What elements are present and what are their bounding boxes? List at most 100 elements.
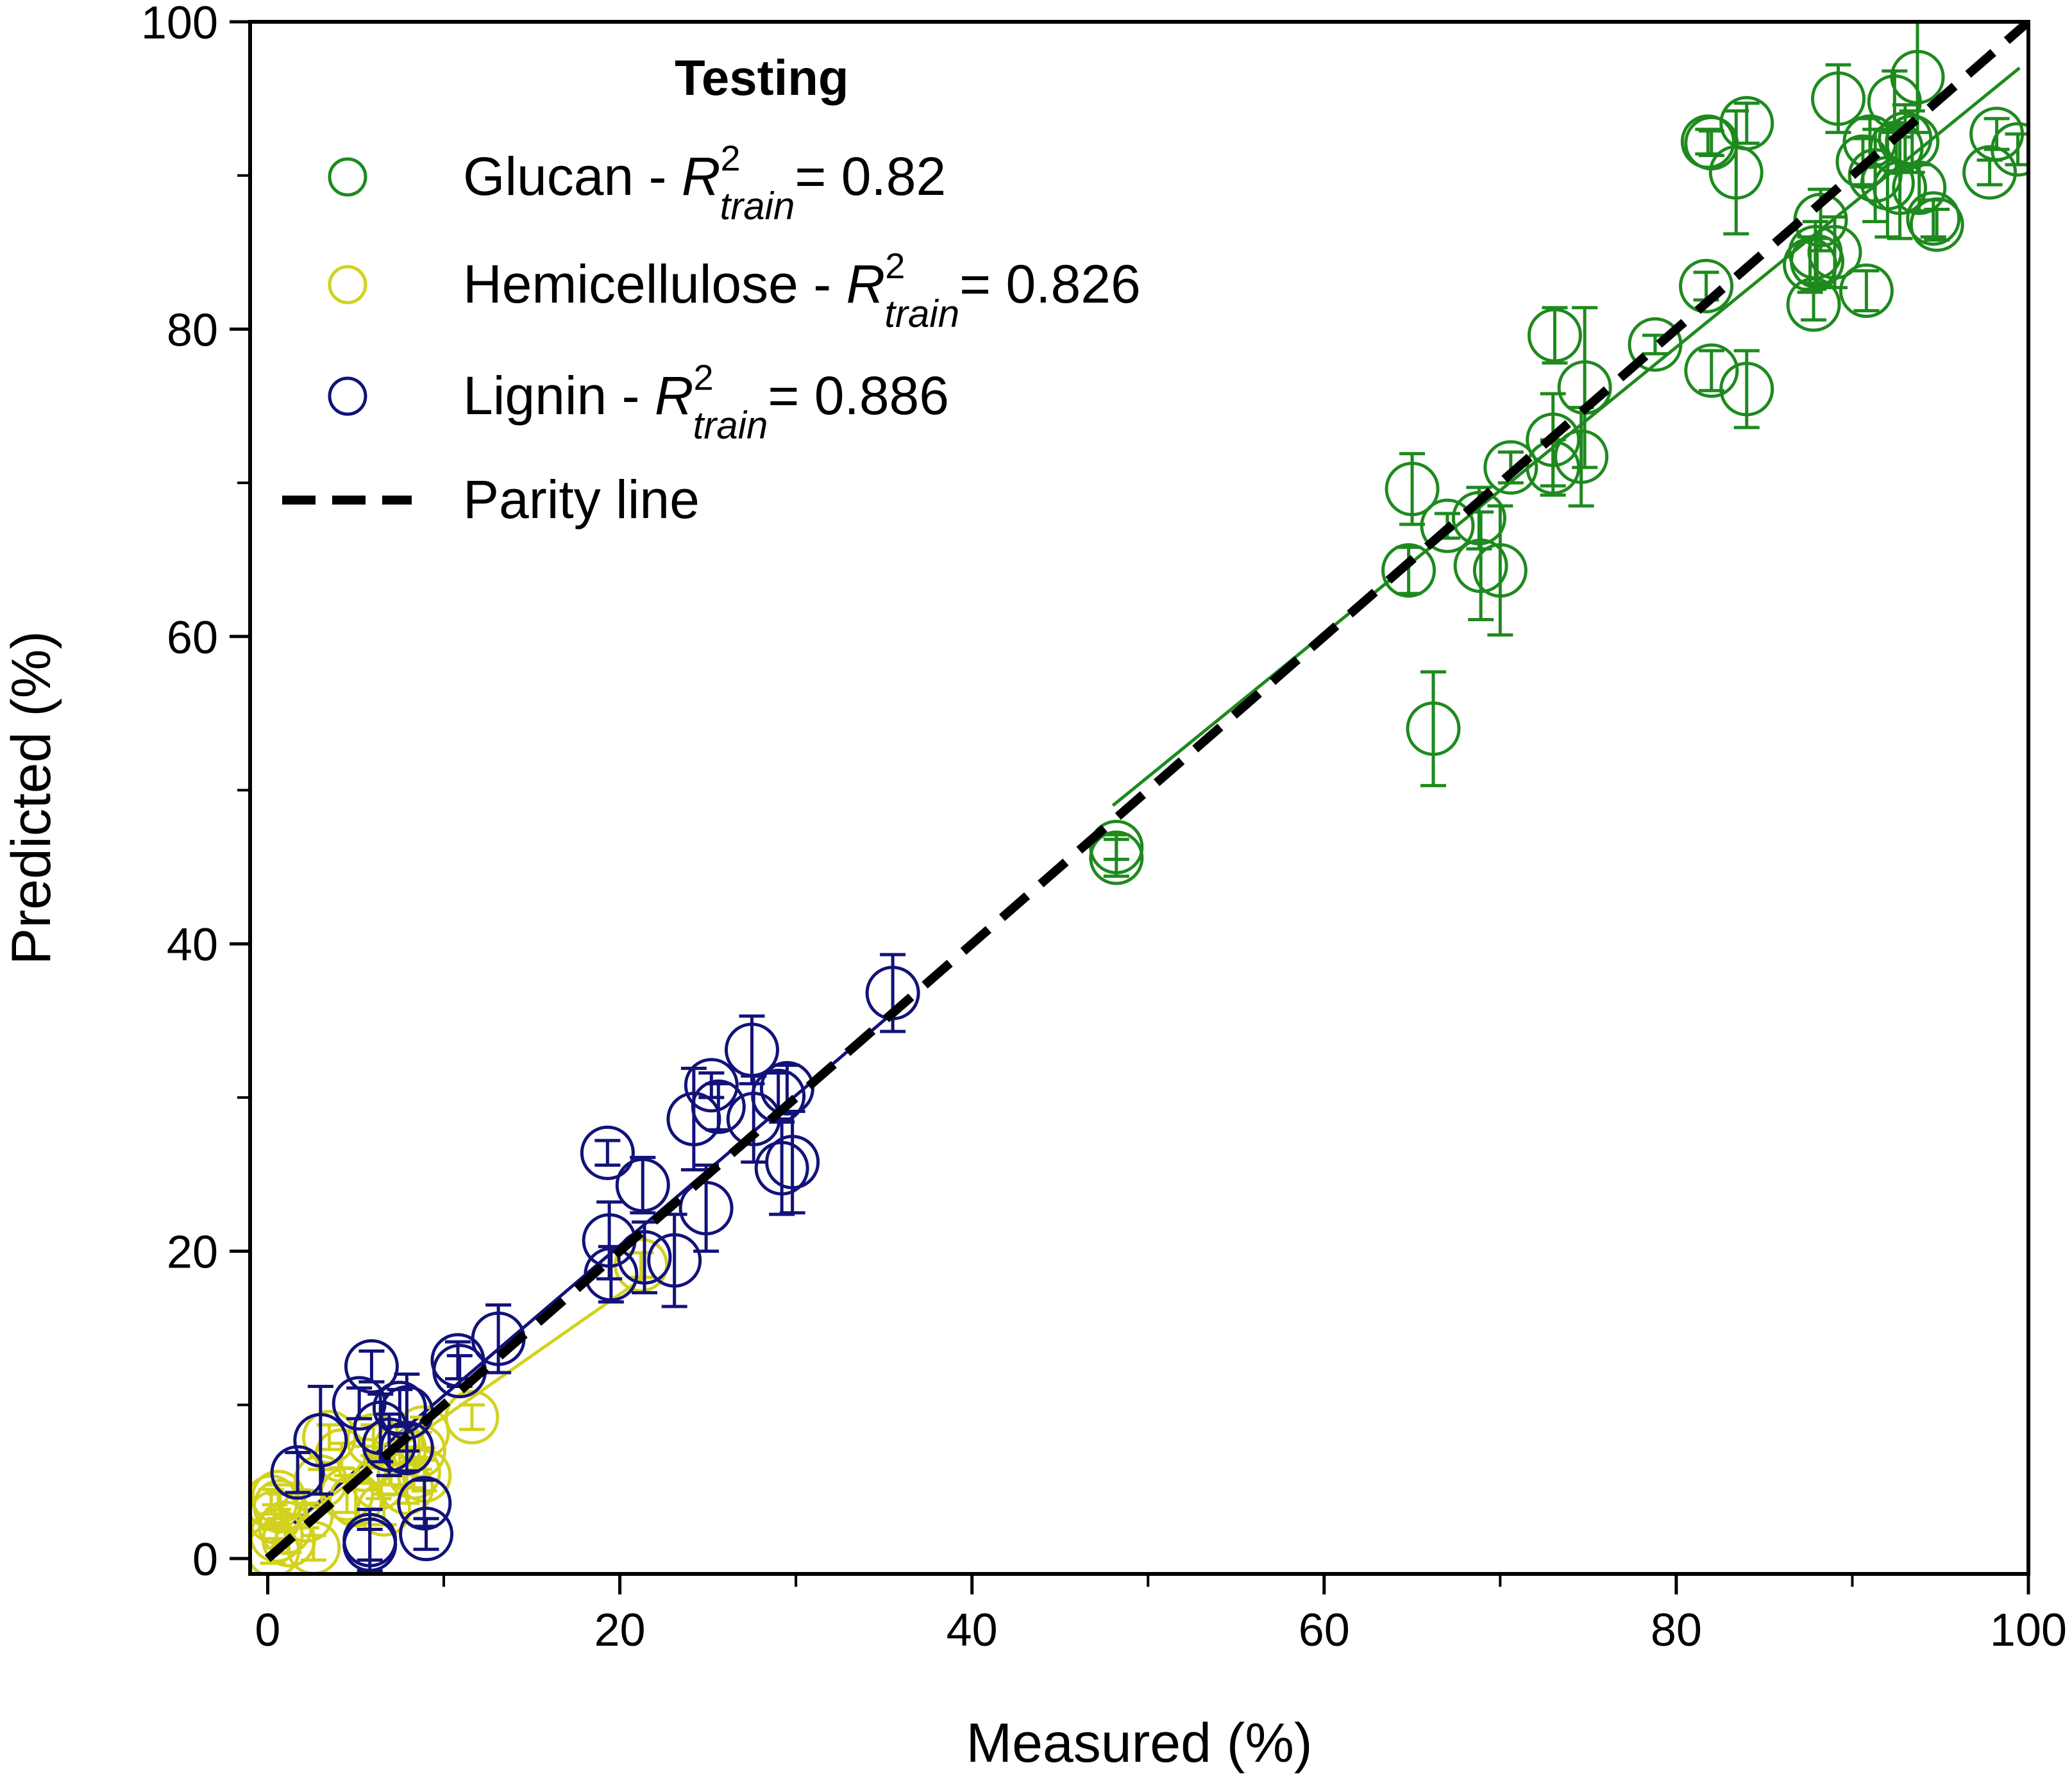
glucan-marker xyxy=(1483,440,1538,495)
lignin-point xyxy=(399,1507,454,1562)
glucan-marker xyxy=(1892,160,1947,215)
glucan-point xyxy=(1684,343,1739,398)
glucan-point xyxy=(1385,452,1440,526)
x-tick-label: 0 xyxy=(255,1605,280,1656)
lignin-marker xyxy=(754,1141,809,1196)
x-tick-label: 20 xyxy=(594,1605,646,1656)
glucan-marker xyxy=(1885,114,1940,169)
glucan-marker xyxy=(1991,122,2028,177)
glucan-point xyxy=(1406,670,1461,787)
x-tick-label: 100 xyxy=(1990,1605,2067,1656)
plot-area xyxy=(250,22,2028,1574)
glucan-point xyxy=(1807,215,1862,290)
lignin-marker xyxy=(684,1058,739,1113)
legend-marker xyxy=(328,157,367,197)
lignin-marker xyxy=(344,1339,399,1394)
legend-marker xyxy=(328,376,367,416)
glucan-marker xyxy=(1453,539,1508,594)
lignin-marker xyxy=(647,1233,702,1288)
glucan-point xyxy=(1839,263,1894,318)
lignin-point xyxy=(615,1155,670,1215)
glucan-marker xyxy=(1909,197,1964,252)
lignin-point xyxy=(293,1385,348,1496)
glucan-marker xyxy=(1906,191,1961,246)
glucan-marker xyxy=(1684,343,1739,398)
glucan-point xyxy=(1991,122,2028,177)
lignin-point xyxy=(580,1125,635,1180)
lignin-marker xyxy=(691,1079,746,1134)
glucan-marker xyxy=(1451,490,1506,546)
glucan-point xyxy=(1719,96,1774,151)
glucan-marker xyxy=(1420,498,1475,553)
lignin-marker xyxy=(270,1445,325,1500)
glucan-marker xyxy=(1679,258,1734,314)
x-tick-label: 80 xyxy=(1651,1605,1702,1656)
x-tick-label: 40 xyxy=(947,1605,998,1656)
lignin-marker xyxy=(397,1476,452,1531)
glucan-marker xyxy=(1526,412,1581,467)
glucan-point xyxy=(1892,160,1947,215)
y-tick-label: 80 xyxy=(167,305,218,356)
glucan-point xyxy=(1719,349,1774,430)
x-tick-label: 60 xyxy=(1299,1605,1350,1656)
glucan-marker xyxy=(1381,543,1436,598)
lignin-point xyxy=(865,953,920,1033)
glucan-marker xyxy=(1890,49,1945,105)
lignin-point xyxy=(765,1109,820,1215)
legend-entry-lignin: Lignin - R2 train= 0.886 xyxy=(328,357,949,447)
lignin-marker xyxy=(342,1517,398,1572)
plot-frame xyxy=(248,20,2030,1576)
lignin-marker xyxy=(615,1158,670,1213)
lignin-marker xyxy=(580,1125,635,1180)
glucan-point xyxy=(1810,63,1866,135)
glucan-marker xyxy=(1385,462,1440,517)
lignin-point xyxy=(379,1420,434,1475)
glucan-marker xyxy=(1839,263,1894,318)
glucan-marker xyxy=(1807,225,1862,280)
hemicellulose-point xyxy=(444,1390,500,1445)
parity-line xyxy=(264,22,2028,1562)
legend-label: Glucan - R2 train= 0.82 xyxy=(463,138,946,228)
lignin-marker xyxy=(584,1247,639,1302)
glucan-point xyxy=(1909,197,1964,252)
legend-label: Lignin - R2 train= 0.886 xyxy=(463,357,949,447)
glucan-marker xyxy=(1406,701,1461,757)
lignin-series xyxy=(270,953,920,1573)
glucan-marker xyxy=(1810,71,1866,126)
plot-clip-group xyxy=(250,22,2028,1574)
lignin-marker xyxy=(379,1420,434,1475)
glucan-series xyxy=(1089,22,2028,885)
y-tick-label: 100 xyxy=(141,0,218,49)
glucan-point xyxy=(1381,543,1436,598)
legend: Testing Glucan - R2 train= 0.82 Hemicellul… xyxy=(282,49,1141,530)
legend-title: Testing xyxy=(675,49,849,106)
glucan-point xyxy=(1890,22,1945,135)
legend-entry-glucan: Glucan - R2 train= 0.82 xyxy=(328,138,946,228)
legend-label: Hemicellulose - R2 train= 0.826 xyxy=(463,246,1141,335)
glucan-marker xyxy=(1719,96,1774,151)
lignin-marker xyxy=(399,1507,454,1562)
legend-entry-hemicellulose: Hemicellulose - R2 train= 0.826 xyxy=(328,246,1141,335)
y-tick-label: 60 xyxy=(167,612,218,664)
legend-label: Parity line xyxy=(463,469,700,530)
lignin-point xyxy=(691,1079,746,1134)
y-tick-label: 40 xyxy=(167,919,218,971)
glucan-marker xyxy=(1878,111,1933,166)
glucan-marker xyxy=(1962,145,2017,200)
glucan-marker xyxy=(1554,429,1609,484)
legend-entry-parity: Parity line xyxy=(282,469,700,530)
lignin-marker xyxy=(765,1135,820,1190)
hemicellulose-marker xyxy=(444,1390,500,1445)
glucan-marker xyxy=(1527,308,1582,363)
lignin-point xyxy=(342,1517,398,1572)
lignin-marker xyxy=(678,1181,734,1236)
glucan-marker xyxy=(1472,543,1528,598)
glucan-point xyxy=(1885,109,1940,174)
y-tick-label: 0 xyxy=(192,1534,218,1585)
x-axis-label: Measured (%) xyxy=(966,1712,1312,1774)
glucan-marker xyxy=(1719,362,1774,417)
y-axis-label: Predicted (%) xyxy=(1,631,62,965)
y-tick-label: 20 xyxy=(167,1227,218,1278)
legend-marker xyxy=(328,265,367,305)
lignin-marker xyxy=(362,1417,417,1473)
